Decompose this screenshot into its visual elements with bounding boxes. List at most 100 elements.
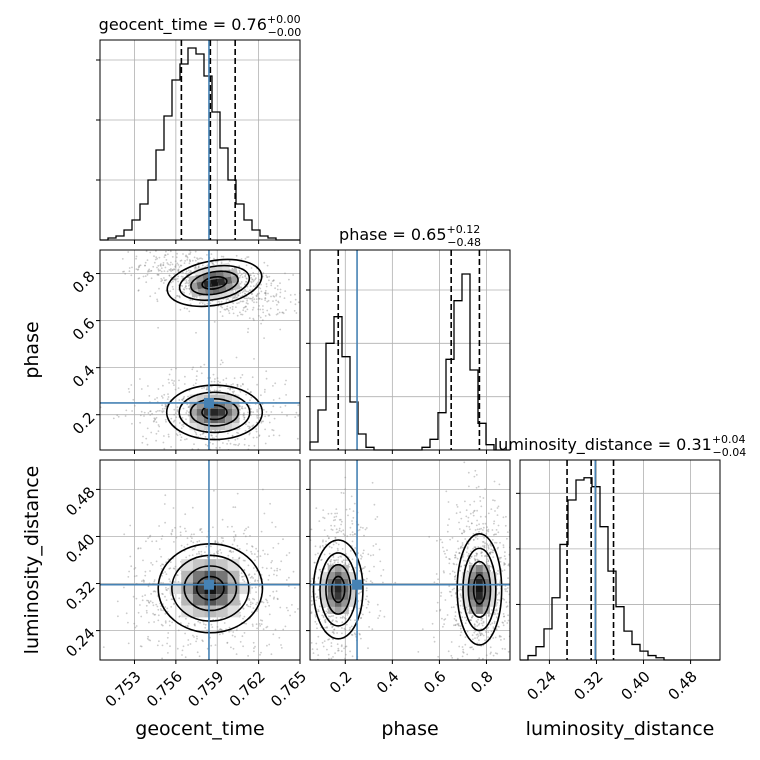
sample-point [213,257,215,260]
sample-point [334,537,337,539]
sample-point [273,295,276,298]
sample-point [364,528,367,531]
sample-point [498,671,500,673]
density-block [327,599,335,607]
sample-point [455,512,458,515]
sample-point [472,638,474,641]
sample-point [136,269,139,271]
sample-point [139,547,142,550]
density-contour [201,276,228,290]
sample-point [233,443,236,446]
sample-point [145,609,148,612]
sample-point [332,615,335,617]
sample-point [199,365,202,368]
sample-point [473,624,476,626]
sample-point [213,321,216,323]
sample-point [213,489,215,492]
sample-point [174,296,177,299]
sample-point [269,502,271,505]
sample-point [233,297,236,299]
sample-point [165,405,168,407]
sample-point [468,561,471,564]
sample-point [253,358,255,360]
sample-point [192,541,195,544]
sample-point [242,532,245,535]
sample-point [258,286,260,289]
sample-point [275,574,278,577]
sample-point [249,603,252,606]
sample-point [245,305,247,308]
sample-point [185,280,188,283]
sample-point [304,547,306,549]
sample-point [281,411,283,414]
x-tick-label: 0.2 [326,668,356,698]
sample-point [330,512,333,515]
sample-point [204,436,207,438]
sample-point [316,675,318,677]
sample-point [466,547,469,550]
sample-point [176,406,179,409]
sample-point [511,600,513,602]
sample-point [272,597,275,600]
sample-point [479,634,482,636]
sample-point [182,645,185,648]
sample-point [274,628,277,631]
sample-point [185,530,187,533]
density-block [320,592,328,600]
sample-point [254,278,257,281]
sample-point [446,549,448,552]
sample-point [365,606,368,609]
density-block [232,408,240,416]
sample-point [236,296,239,298]
sample-point [198,257,201,260]
sample-point [179,260,182,262]
sample-point [495,616,498,619]
sample-point [152,420,155,423]
sample-point [310,612,313,615]
sample-point [441,617,443,620]
sample-point [257,414,260,416]
sample-point [216,552,219,554]
sample-point [487,560,490,563]
sample-point [488,614,490,616]
sample-point [185,617,187,620]
sample-point [215,389,218,392]
density-block [341,592,349,600]
sample-point [459,594,462,597]
sample-point [147,599,150,602]
sample-point [476,528,479,531]
sample-point [265,411,268,413]
sample-point [170,417,173,420]
sample-point [256,601,259,604]
x-tick-label: 0.40 [617,668,653,704]
sample-point [188,389,191,392]
sample-point [164,620,167,623]
sample-point [149,570,151,572]
sample-point [500,662,502,664]
sample-point [242,617,244,620]
sample-point [494,613,497,615]
pair-plot-area [100,460,300,660]
sample-point [320,559,322,561]
sample-point [188,253,190,256]
density-block [341,599,349,607]
sample-point [365,589,368,592]
sample-point [504,590,507,592]
sample-point [449,573,451,575]
sample-point [189,270,192,272]
sample-point [197,620,200,623]
sample-point [498,592,500,595]
sample-point [242,415,245,417]
sample-point [237,292,240,295]
sample-point [436,539,438,542]
sample-point [354,633,357,636]
sample-point [255,623,258,626]
sample-point [327,638,329,641]
sample-point [228,299,231,302]
sample-point [153,621,156,623]
sample-point [459,627,462,630]
sample-point [284,625,287,628]
sample-point [262,272,265,274]
sample-point [229,388,232,391]
density-block [203,423,211,431]
